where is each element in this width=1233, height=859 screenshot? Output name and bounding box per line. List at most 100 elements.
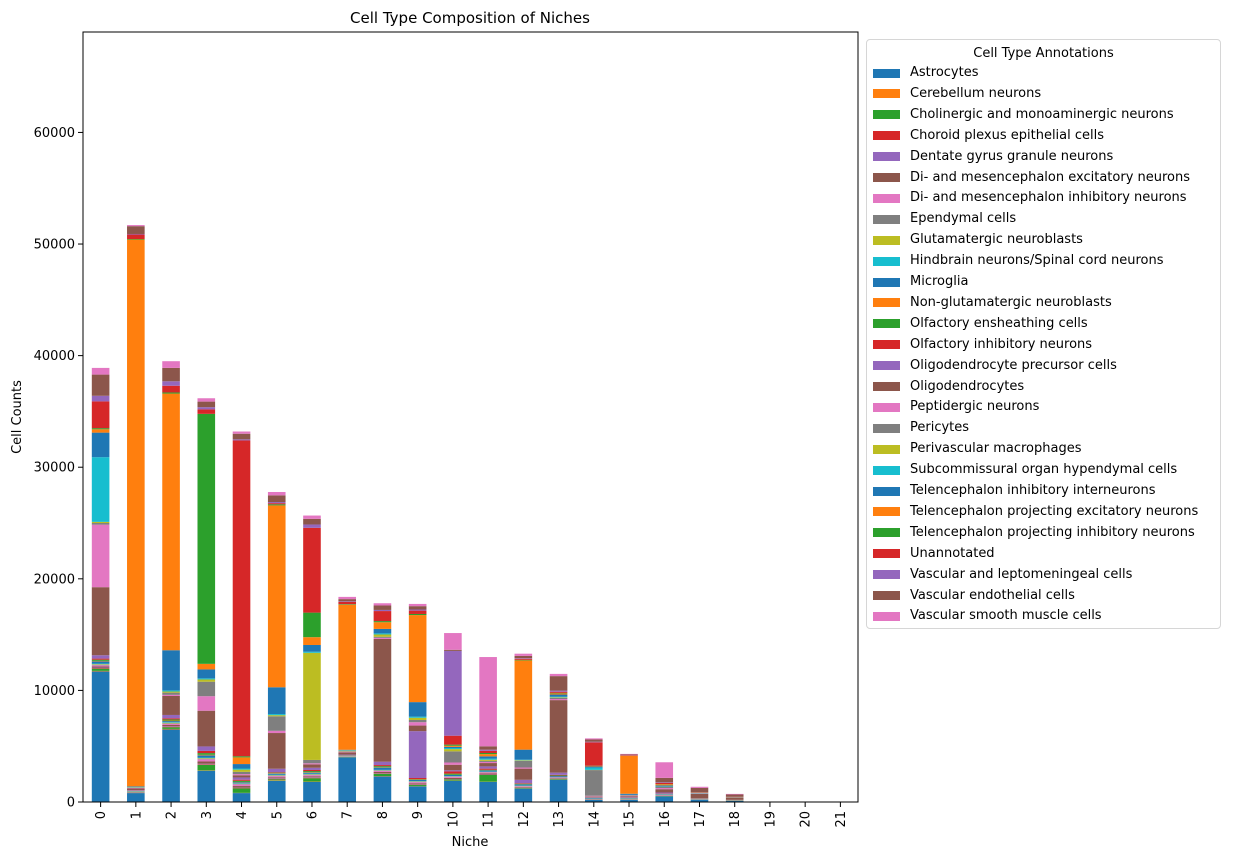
bar-segment-niche-7-series-25: [338, 599, 357, 602]
bar-segment-niche-5-series-25: [267, 495, 286, 503]
bar-segment-niche-9-series-5: [408, 783, 427, 785]
legend-swatch: [873, 444, 900, 454]
bar-segment-niche-13-series-18: [549, 697, 568, 698]
bar-segment-niche-1-series-14: [127, 790, 145, 791]
bar-segment-niche-6-series-26: [303, 515, 321, 519]
bar-segment-niche-2-series-21: [162, 393, 180, 651]
bar-segment-niche-8-series-13: [373, 765, 392, 767]
bar-segment-niche-7-series-15: [338, 752, 357, 755]
legend-item: Vascular and leptomeningeal cells: [873, 566, 1132, 584]
legend-swatch: [873, 173, 900, 182]
legend-label: Vascular endothelial cells: [910, 587, 1075, 603]
bar-segment-niche-4-series-12: [232, 780, 251, 782]
bar-segment-niche-2-series-14: [162, 714, 180, 719]
bar-segment-niche-6-series-2: [303, 778, 321, 782]
bar-segment-niche-2-series-10: [162, 721, 180, 723]
bar-segment-niche-14-series-21: [584, 765, 603, 767]
bar-segment-niche-2-series-24: [162, 381, 180, 386]
bar-segment-niche-0-series-22: [91, 428, 110, 430]
bar-segment-niche-10-series-15: [444, 764, 462, 771]
bar-segment-niche-10-series-13: [444, 771, 462, 774]
legend-swatch: [873, 256, 900, 266]
y-tick-label: 50000: [34, 238, 75, 253]
bar-segment-niche-3-series-12: [197, 753, 216, 755]
legend-label: Cholinergic and monoaminergic neurons: [910, 106, 1174, 122]
bar-segment-niche-9-series-17: [408, 719, 427, 723]
bar-segment-niche-7-series-17: [338, 751, 357, 752]
x-tick-label: 18: [728, 811, 743, 828]
bar-segment-niche-0-series-25: [91, 374, 110, 396]
legend-swatch: [873, 193, 900, 203]
bar-segment-niche-5-series-2: [267, 779, 286, 781]
legend-swatch: [873, 235, 900, 245]
bar-segment-niche-8-series-23: [373, 611, 392, 622]
bar-segment-niche-4-series-26: [232, 431, 251, 434]
legend-item: Subcommissural organ hypendymal cells: [873, 461, 1177, 479]
bar-segment-niche-9-series-6: [408, 782, 427, 784]
bar-segment-niche-9-series-19: [408, 716, 427, 718]
legend-item: Olfactory inhibitory neurons: [873, 336, 1092, 354]
bar-segment-niche-3-series-22: [197, 413, 216, 664]
bar-segment-niche-14-series-24: [584, 741, 603, 743]
bar-segment-niche-12-series-12: [514, 783, 533, 785]
bar-segment-niche-12-series-2: [514, 787, 533, 789]
bar-segment-niche-3-series-15: [197, 710, 216, 747]
bar-segment-niche-6-series-10: [303, 772, 321, 774]
bar-segment-niche-4-series-13: [232, 779, 251, 781]
legend-item: Hindbrain neurons/Spinal cord neurons: [873, 252, 1163, 270]
bar-segment-niche-15-series-0: [620, 799, 638, 802]
bar-segment-niche-0-series-13: [91, 658, 110, 660]
bar-segment-niche-5-series-18: [267, 715, 286, 717]
bar-segment-niche-7-series-14: [338, 754, 357, 756]
bar-segment-niche-0-series-19: [91, 457, 110, 522]
bar-segment-niche-9-series-12: [408, 779, 427, 780]
bar-segment-niche-11-series-25: [479, 746, 497, 750]
bar-segment-niche-16-series-14: [655, 792, 674, 794]
bar-segment-niche-5-series-20: [267, 687, 286, 715]
bar-segment-niche-8-series-15: [373, 638, 392, 762]
bar-segment-niche-9-series-10: [408, 780, 427, 782]
bar-segment-niche-13-series-20: [549, 694, 568, 697]
bar-segment-niche-6-series-6: [303, 775, 321, 777]
bar-segment-niche-17-series-25: [690, 787, 709, 793]
legend-swatch: [873, 486, 900, 496]
bar-segment-niche-4-series-23: [232, 440, 251, 757]
bar-segment-niche-2-series-25: [162, 367, 180, 382]
legend-title: Cell Type Annotations: [973, 46, 1114, 61]
bar-segment-niche-12-series-5: [514, 786, 533, 788]
bar-segment-niche-9-series-2: [408, 785, 427, 787]
bar-segment-niche-3-series-24: [197, 407, 216, 410]
bar-segment-niche-12-series-14: [514, 779, 533, 784]
bar-segment-niche-4-series-22: [232, 756, 251, 758]
x-tick-label: 16: [658, 811, 673, 828]
bar-segment-niche-11-series-6: [479, 772, 497, 774]
bar-segment-niche-1-series-23: [127, 234, 145, 239]
bar-segment-niche-2-series-3: [162, 726, 180, 728]
bar-segment-niche-2-series-12: [162, 719, 180, 721]
bar-segment-niche-12-series-25: [514, 655, 533, 659]
legend-swatch: [873, 298, 900, 308]
legend-label: Choroid plexus epithelial cells: [910, 127, 1105, 143]
bar-segment-niche-8-series-12: [373, 766, 392, 768]
legend-swatch: [873, 507, 900, 517]
x-tick-label: 9: [411, 811, 426, 819]
legend-label: Astrocytes: [910, 65, 979, 80]
legend-item: Perivascular macrophages: [873, 440, 1081, 458]
legend-swatch: [873, 382, 900, 391]
bar-segment-niche-2-series-2: [162, 727, 180, 729]
bar-segment-niche-5-series-19: [267, 714, 286, 716]
bar-segment-niche-2-series-15: [162, 695, 180, 715]
bar-segment-niche-3-series-2: [197, 764, 216, 771]
legend-label: Non-glutamatergic neuroblasts: [910, 294, 1112, 310]
bar-segment-niche-6-series-23: [303, 527, 321, 613]
bar-segment-niche-0-series-5: [91, 666, 110, 668]
bar-segment-niche-10-series-14: [444, 770, 462, 772]
bar-segment-niche-14-series-14: [584, 796, 603, 798]
bar-segment-niche-3-series-16: [197, 696, 216, 711]
bar-segment-niche-13-series-12: [549, 775, 568, 776]
bar-segment-niche-0-series-2: [91, 668, 110, 671]
bar-segment-niche-5-series-26: [267, 491, 286, 496]
legend-item: Telencephalon projecting inhibitory neur…: [873, 524, 1195, 542]
chart-title: Cell Type Composition of Niches: [350, 9, 590, 27]
bar-segment-niche-5-series-10: [267, 773, 286, 775]
